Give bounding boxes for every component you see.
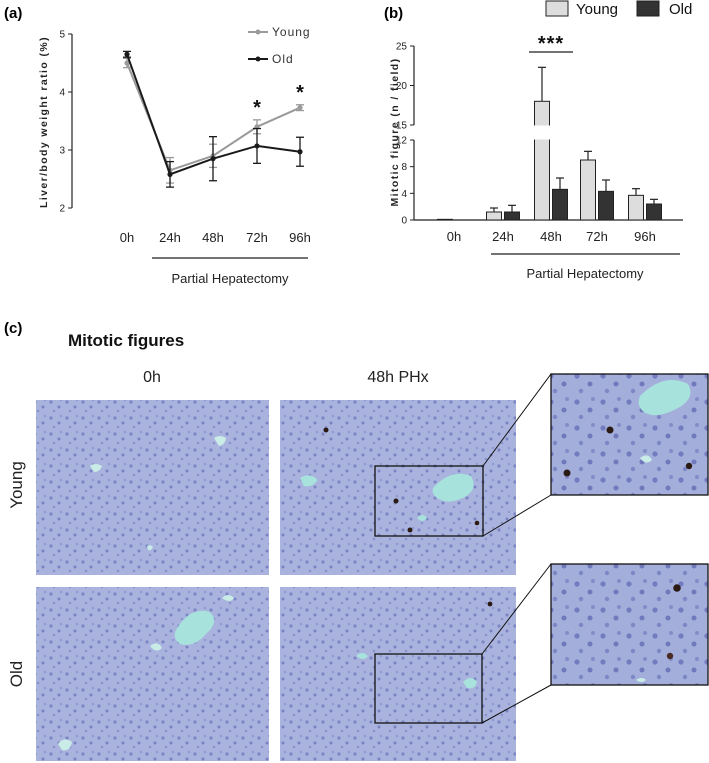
x-tick-label-b: 24h — [492, 229, 514, 244]
micrograph-old-48h — [280, 587, 516, 761]
column-label-48h: 48h PHx — [367, 369, 428, 386]
bar-young-48h — [533, 66, 551, 221]
micrograph-panel: (c) Mitotic figures 0h 48h PHx Young Old — [4, 320, 709, 761]
point-old-0h — [123, 50, 131, 58]
panel-label-c: (c) — [4, 320, 22, 337]
x-tick-label-a: 0h — [120, 230, 134, 245]
point-old-72h — [253, 127, 261, 164]
bar-old-24h — [504, 204, 520, 221]
x-axis-title-a: Partial Hepatectomy — [171, 271, 289, 286]
panel-label-a: (a) — [4, 5, 22, 22]
legend-old-label: Old — [272, 52, 294, 66]
legend-old-marker — [255, 56, 261, 62]
x-tick-label-a: 24h — [159, 230, 181, 245]
legend-young-marker — [255, 29, 261, 35]
micrograph-title: Mitotic figures — [68, 331, 184, 350]
bar-young-24h — [486, 207, 502, 221]
y-tick-label-a: 2 — [59, 204, 65, 215]
y-axis-title-b: Mitotic figure (n / field) — [389, 58, 401, 207]
legend-old-swatch — [636, 0, 660, 17]
y-tick-label-b: 15 — [396, 121, 408, 132]
x-tick-label-a: 72h — [246, 230, 268, 245]
y-tick-label-b: 0 — [401, 216, 407, 227]
significance-marker-a: * — [253, 97, 261, 119]
bar-young-96h — [628, 188, 644, 221]
y-tick-label-b: 12 — [396, 136, 408, 147]
legend-young-swatch — [545, 0, 569, 17]
panel-label-b: (b) — [384, 5, 403, 22]
y-tick-label-a: 3 — [59, 146, 65, 157]
x-axis-title-b: Partial Hepatectomy — [526, 266, 644, 281]
bar-old-48h — [552, 177, 568, 221]
row-label-old: Old — [7, 661, 26, 687]
bar-young-0h — [437, 218, 453, 221]
point-old-96h — [296, 136, 304, 167]
x-tick-label-b: 72h — [586, 229, 608, 244]
x-tick-label-b: 0h — [447, 229, 461, 244]
micrograph-young-zoom — [482, 373, 709, 537]
legend-old-label-b: Old — [669, 1, 692, 18]
x-tick-label-b: 96h — [634, 229, 656, 244]
y-tick-label-b: 25 — [396, 42, 408, 53]
y-tick-label-b: 20 — [396, 81, 408, 92]
point-old-48h — [209, 136, 217, 182]
micrograph-old-zoom — [481, 563, 709, 724]
y-axis-title-a: Liver/body weight ratio (%) — [38, 36, 50, 208]
micrograph-old-0h — [36, 587, 269, 761]
point-young-0h — [123, 57, 131, 69]
micrograph-young-0h — [36, 400, 269, 575]
column-label-0h: 0h — [143, 369, 161, 386]
y-tick-label-a: 5 — [59, 30, 65, 41]
legend-young-label: Young — [272, 25, 311, 39]
line-chart-liver-weight: (a) 2 3 4 5 0h 24h 48h 72h 96h * * Young Old Part… — [4, 5, 311, 286]
y-tick-label-a: 4 — [59, 88, 65, 99]
bar-old-72h — [598, 179, 614, 221]
row-label-young: Young — [7, 461, 26, 509]
y-tick-label-b: 4 — [401, 189, 407, 200]
x-tick-label-a: 96h — [289, 230, 311, 245]
legend-young-label-b: Young — [576, 1, 618, 18]
micrograph-young-48h — [280, 400, 516, 575]
point-old-24h — [166, 160, 174, 188]
bar-young-72h — [580, 150, 596, 221]
significance-marker-b: *** — [538, 33, 564, 55]
x-tick-label-a: 48h — [202, 230, 224, 245]
significance-marker-a: * — [296, 82, 304, 104]
point-young-96h — [296, 104, 304, 112]
y-tick-label-b: 8 — [401, 162, 407, 173]
bar-old-96h — [646, 198, 662, 221]
x-tick-label-b: 48h — [540, 229, 562, 244]
